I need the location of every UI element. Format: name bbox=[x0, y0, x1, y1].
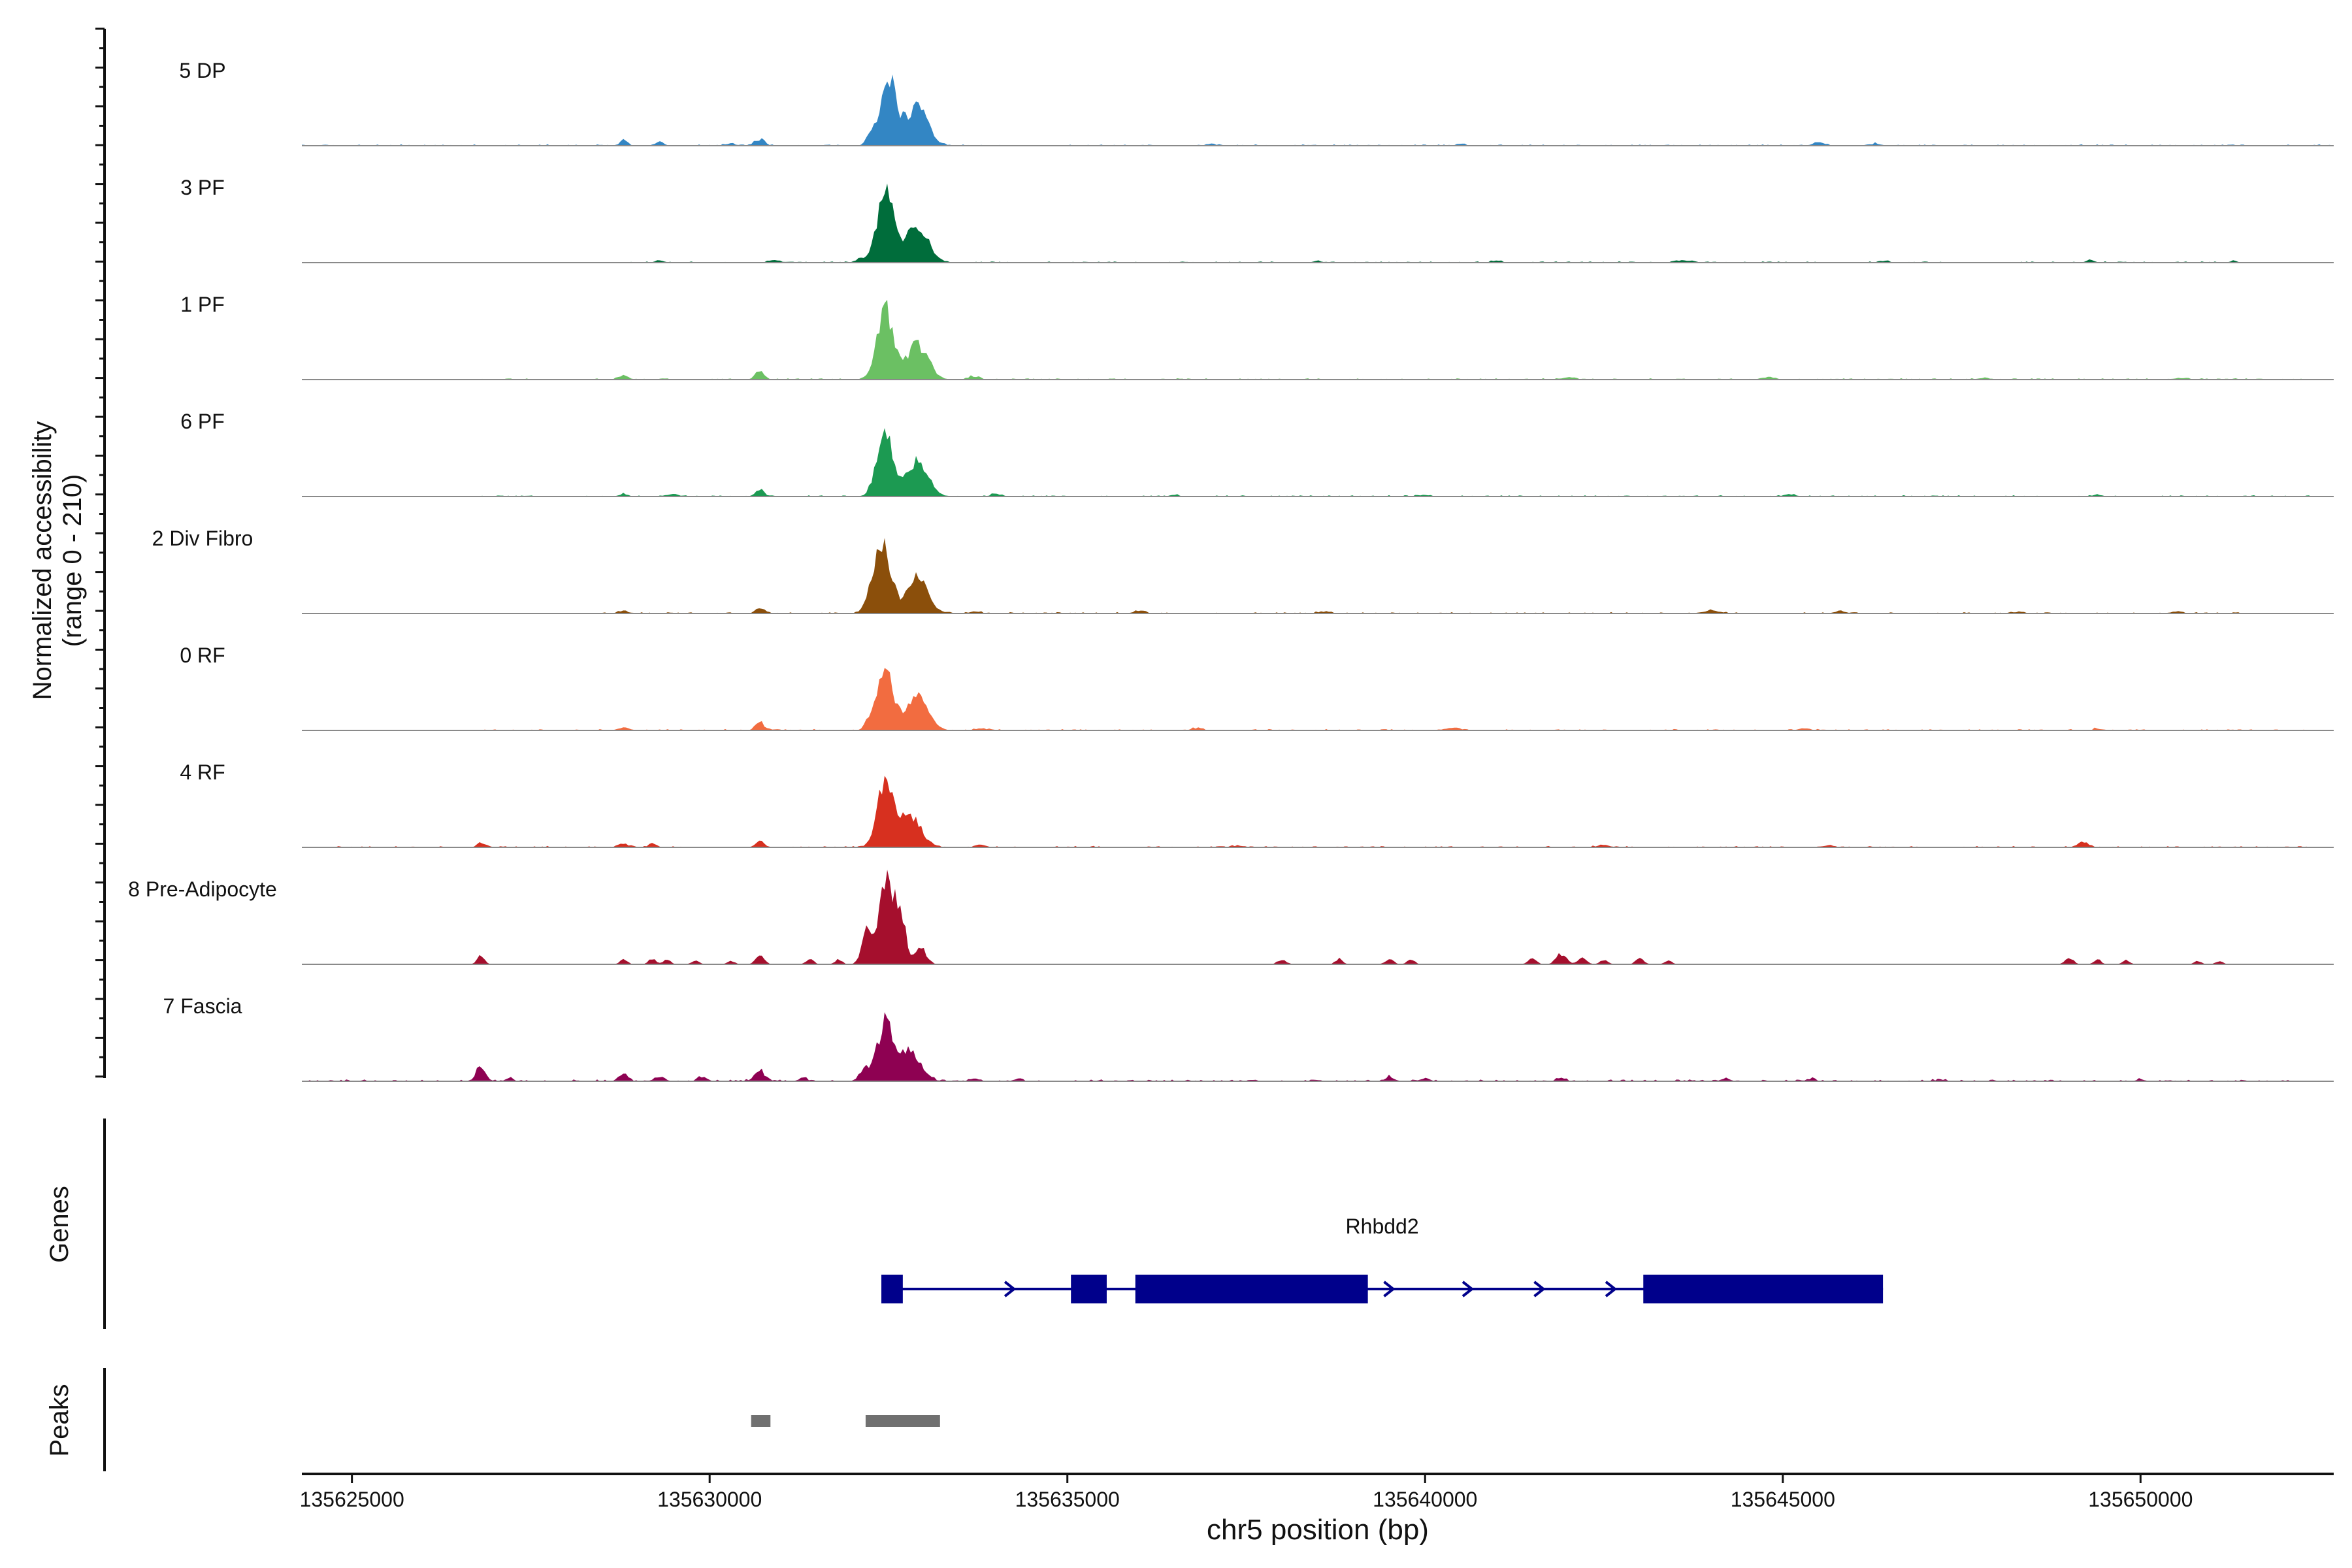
coverage-area bbox=[302, 74, 2334, 146]
track-label: 1 PF bbox=[180, 293, 225, 316]
strand-arrow bbox=[1462, 1281, 1475, 1298]
x-tick-label: 135640000 bbox=[1373, 1488, 1477, 1511]
x-axis-label: chr5 position (bp) bbox=[1207, 1514, 1429, 1546]
track-label: 5 DP bbox=[179, 59, 225, 82]
track-5-dp: 5 DP bbox=[179, 59, 2334, 146]
gene-exon bbox=[1643, 1275, 1884, 1303]
x-axis-ticks: 135625000 135630000 135635000 135640000 1356… bbox=[300, 1474, 2193, 1511]
x-tick-label: 135630000 bbox=[657, 1488, 762, 1511]
track-8-pre-adipocyte: 8 Pre-Adipocyte bbox=[128, 870, 2334, 965]
x-tick-label: 135635000 bbox=[1015, 1488, 1120, 1511]
coverage-area bbox=[302, 184, 2334, 263]
track-1-pf: 1 PF bbox=[180, 293, 2334, 380]
gene-exon bbox=[1135, 1275, 1368, 1303]
peak-region bbox=[751, 1415, 771, 1427]
track-3-pf: 3 PF bbox=[180, 176, 2334, 263]
track-label: 0 RF bbox=[180, 644, 225, 667]
coverage-area bbox=[302, 299, 2334, 380]
coverage-area bbox=[302, 776, 2334, 847]
strand-arrow bbox=[1383, 1281, 1396, 1298]
track-2-div-fibro: 2 Div Fibro bbox=[152, 527, 2334, 614]
x-tick-label: 135645000 bbox=[1731, 1488, 1835, 1511]
track-label: 8 Pre-Adipocyte bbox=[128, 877, 277, 901]
track-6-pf: 6 PF bbox=[180, 410, 2334, 497]
coverage-area bbox=[302, 1012, 2334, 1081]
coverage-area bbox=[302, 428, 2334, 497]
peaks-panel-label: Peaks bbox=[45, 1384, 74, 1456]
strand-arrow bbox=[1605, 1281, 1618, 1298]
gene-exon bbox=[1071, 1275, 1107, 1303]
track-label: 7 Fascia bbox=[163, 994, 242, 1018]
track-label: 4 RF bbox=[180, 760, 225, 784]
y-axis-ticks bbox=[95, 27, 105, 1078]
peak-region bbox=[865, 1415, 940, 1427]
track-0-rf: 0 RF bbox=[180, 644, 2334, 731]
y-axis-label: Normalized accessibility bbox=[28, 421, 57, 700]
gene-exon bbox=[881, 1275, 903, 1303]
genes-panel-label: Genes bbox=[45, 1186, 74, 1263]
y-axis-range-label: (range 0 - 210) bbox=[58, 474, 87, 647]
track-7-fascia: 7 Fascia bbox=[163, 994, 2334, 1082]
coverage-area bbox=[302, 538, 2334, 613]
track-label: 2 Div Fibro bbox=[152, 527, 253, 550]
track-label: 6 PF bbox=[180, 410, 225, 433]
track-label: 3 PF bbox=[180, 176, 225, 199]
strand-arrow bbox=[1533, 1281, 1546, 1298]
coverage-area bbox=[302, 668, 2334, 730]
strand-arrow bbox=[1004, 1281, 1017, 1298]
x-tick-label: 135650000 bbox=[2088, 1488, 2193, 1511]
peak-regions-track bbox=[751, 1415, 940, 1427]
track-4-rf: 4 RF bbox=[180, 760, 2334, 848]
gene-name-label: Rhbdd2 bbox=[1346, 1215, 1419, 1238]
coverage-area bbox=[302, 870, 2334, 964]
gene-track: Rhbdd2 bbox=[881, 1215, 1884, 1303]
x-tick-label: 135625000 bbox=[300, 1488, 404, 1511]
coverage-tracks: 5 DP 3 PF 1 PF 6 PF 2 Div Fibro 0 RF 4 RF 8 Pre… bbox=[128, 59, 2334, 1082]
